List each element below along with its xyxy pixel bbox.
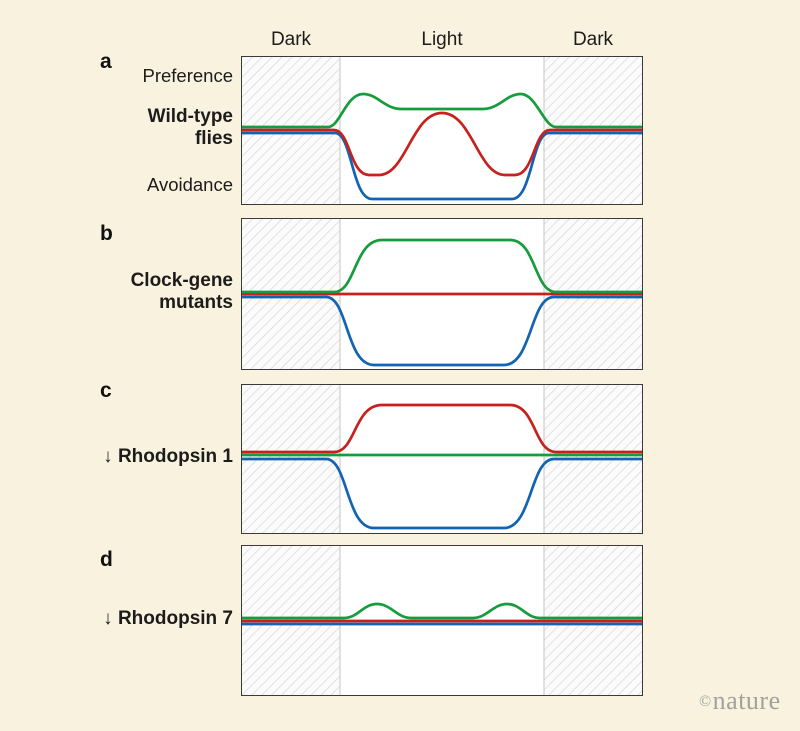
panel-b-clock-gene-plot <box>240 217 643 370</box>
panel-a-wild-type-plot <box>240 55 643 205</box>
panel-c-curves <box>241 384 642 533</box>
panel-letter-b: b <box>100 222 113 245</box>
period-label-dark-left: Dark <box>270 29 312 50</box>
panel-title-line: flies <box>194 128 233 149</box>
nature-watermark-text: nature <box>712 686 781 715</box>
panel-a-curves <box>241 56 642 204</box>
panel-b-curves <box>241 218 642 369</box>
nature-watermark: ©nature <box>699 686 781 716</box>
panel-title-rhodopsin-7: ↓ Rhodopsin 7 <box>103 608 233 629</box>
panel-title-line: Clock-gene <box>130 270 233 291</box>
copyright-icon: © <box>699 693 712 710</box>
panel-title-line: mutants <box>159 292 233 313</box>
axis-label-avoidance: Avoidance <box>146 174 233 195</box>
panel-letter-d: d <box>100 548 113 571</box>
period-label-light: Light <box>421 29 463 50</box>
axis-label-preference: Preference <box>142 65 234 86</box>
panel-title-clock-gene-mutants: Clock-gene mutants <box>131 270 233 314</box>
panel-d-curves <box>241 545 642 695</box>
panel-title-line: Wild-type <box>147 106 233 127</box>
panel-title-rhodopsin-1: ↓ Rhodopsin 1 <box>103 446 233 467</box>
panel-letter-a: a <box>100 50 112 73</box>
panel-letter-c: c <box>100 379 112 402</box>
panel-c-rhodopsin1-plot <box>240 383 643 534</box>
period-label-dark-right: Dark <box>572 29 614 50</box>
panel-title-wild-type-flies: Wild-type flies <box>148 106 233 150</box>
panel-d-rhodopsin7-plot <box>240 544 643 696</box>
